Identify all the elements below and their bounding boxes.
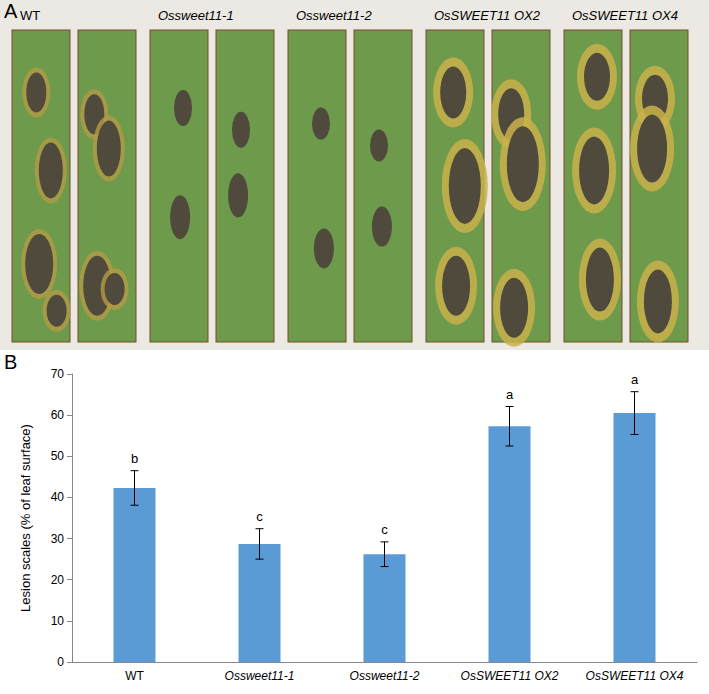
svg-text:Lesion scales (% of leaf surfa: Lesion scales (% of leaf surface) [18,424,33,612]
svg-text:Ossweet11-1: Ossweet11-1 [158,8,234,23]
svg-text:c: c [256,509,263,524]
svg-text:0: 0 [57,655,64,669]
svg-text:OsSWEET11 OX4: OsSWEET11 OX4 [586,669,684,683]
svg-text:a: a [506,387,514,402]
svg-text:OsSWEET11 OX2: OsSWEET11 OX2 [434,8,541,23]
svg-text:Ossweet11-1: Ossweet11-1 [225,669,295,683]
svg-text:WT: WT [20,8,40,23]
svg-text:30: 30 [51,532,65,546]
svg-text:OsSWEET11 OX4: OsSWEET11 OX4 [572,8,678,23]
svg-text:40: 40 [51,490,65,504]
svg-text:B: B [4,351,17,373]
svg-text:50: 50 [51,449,65,463]
svg-text:70: 70 [51,367,65,381]
svg-text:c: c [381,522,388,537]
svg-text:OsSWEET11 OX2: OsSWEET11 OX2 [461,669,559,683]
svg-text:WT: WT [125,669,144,683]
svg-text:A: A [4,0,18,22]
svg-text:b: b [131,451,138,466]
svg-text:Ossweet11-2: Ossweet11-2 [350,669,420,683]
svg-text:10: 10 [51,614,65,628]
svg-text:20: 20 [51,573,65,587]
svg-text:a: a [631,372,639,387]
svg-text:60: 60 [51,408,65,422]
svg-text:Ossweet11-2: Ossweet11-2 [296,8,372,23]
